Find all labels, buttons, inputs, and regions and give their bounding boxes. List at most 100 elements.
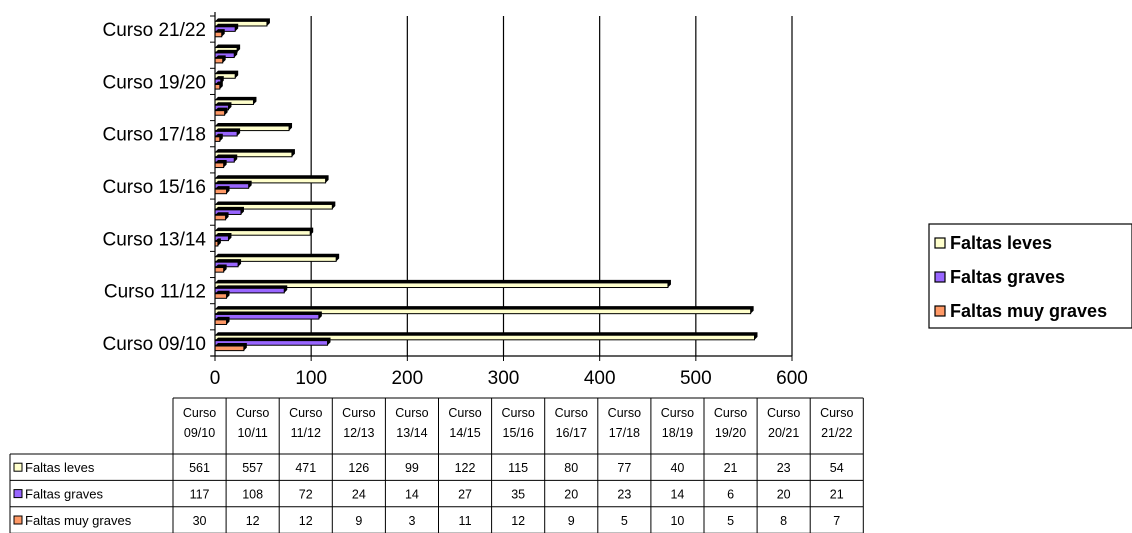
bar-depth bbox=[215, 311, 322, 320]
bar-depth bbox=[215, 316, 230, 325]
bar-face bbox=[214, 188, 228, 195]
table-header: 19/20 bbox=[715, 426, 746, 440]
bar-depth bbox=[215, 290, 230, 299]
table-header: Curso bbox=[501, 406, 534, 420]
legend-swatch bbox=[934, 237, 946, 249]
grid-lines bbox=[310, 16, 793, 356]
legend-swatch bbox=[934, 305, 946, 317]
table-cell: 10 bbox=[670, 514, 684, 528]
table-row: Faltas leves 561 557 471 126 99 122 115 80 77 40 21… bbox=[13, 460, 844, 475]
table-cell: 3 bbox=[408, 514, 415, 528]
table-cell: 7 bbox=[833, 514, 840, 528]
table-header: Curso bbox=[289, 406, 322, 420]
table-cell: 471 bbox=[295, 461, 316, 475]
bar-depth bbox=[215, 70, 239, 79]
table-cell: 122 bbox=[455, 461, 476, 475]
bar-depth bbox=[215, 133, 223, 142]
bar-depth bbox=[215, 227, 314, 236]
table-cell: 14 bbox=[405, 488, 419, 502]
bar-depth bbox=[215, 81, 223, 90]
table-series-label: Faltas leves bbox=[25, 460, 95, 475]
x-tick-label: 200 bbox=[391, 368, 423, 389]
bar-depth bbox=[215, 206, 244, 215]
table-cell: 115 bbox=[508, 461, 528, 475]
table-cell: 12 bbox=[246, 514, 260, 528]
table-cell: 40 bbox=[670, 461, 684, 475]
bar-depth bbox=[215, 102, 232, 110]
bar bbox=[214, 290, 230, 299]
bar-face bbox=[214, 293, 228, 299]
table-header: 18/19 bbox=[662, 426, 693, 440]
bar-depth bbox=[215, 29, 225, 37]
table-cell: 23 bbox=[617, 488, 631, 502]
table-cell: 9 bbox=[355, 514, 362, 528]
table-cell: 30 bbox=[193, 514, 207, 528]
y-tick-label: Curso 11/12 bbox=[104, 282, 206, 303]
table-cell: 21 bbox=[830, 488, 844, 502]
table-cell: 21 bbox=[724, 461, 738, 475]
table-legend-swatch bbox=[13, 515, 23, 525]
bar-face bbox=[214, 345, 245, 352]
bar bbox=[214, 186, 230, 195]
table-header: Curso bbox=[395, 406, 428, 420]
table-header: 20/21 bbox=[768, 426, 799, 440]
y-tick-label: Curso 19/20 bbox=[102, 72, 206, 93]
data-table: Curso 09/10 Curso 10/11 Curso 11/12 Curso 12/13… bbox=[9, 397, 864, 533]
bar-face bbox=[214, 57, 224, 64]
table-cell: 27 bbox=[458, 488, 472, 502]
table-header: 11/12 bbox=[291, 426, 321, 440]
table-header: 16/17 bbox=[556, 426, 587, 440]
x-tick-label: 300 bbox=[488, 368, 520, 389]
table-cell: 12 bbox=[511, 514, 525, 528]
bar-face bbox=[214, 162, 225, 169]
bar-depth bbox=[215, 23, 239, 32]
legend-item: Faltas graves bbox=[934, 267, 1065, 287]
bar-face bbox=[214, 214, 227, 221]
table-cell: 35 bbox=[511, 488, 525, 502]
table-header: Curso bbox=[767, 406, 800, 420]
table-header: 15/16 bbox=[503, 426, 534, 440]
table-cell: 11 bbox=[459, 514, 472, 528]
table-header: Curso bbox=[183, 406, 216, 420]
legend-swatch bbox=[934, 271, 946, 283]
bar-depth bbox=[215, 259, 242, 267]
bar-face bbox=[214, 110, 226, 116]
legend-box bbox=[928, 223, 1132, 329]
table-cell: 14 bbox=[670, 488, 684, 502]
table-series-label: Faltas graves bbox=[25, 487, 104, 502]
table-cell: 20 bbox=[564, 488, 578, 502]
bar-depth bbox=[215, 154, 238, 163]
x-tick-label: 500 bbox=[680, 368, 712, 389]
table-header: Curso bbox=[555, 406, 588, 420]
table-header: Curso bbox=[236, 406, 269, 420]
legend: Faltas leves Faltas graves Faltas muy grav… bbox=[928, 223, 1132, 329]
bar bbox=[214, 311, 322, 320]
bar-depth bbox=[215, 343, 247, 351]
bar-face bbox=[214, 313, 320, 320]
table-header: 10/11 bbox=[237, 426, 267, 440]
bar-depth bbox=[215, 337, 331, 346]
table-row: Faltas graves 117 108 72 24 14 27 35 20 23 14 6 20 21 bbox=[13, 487, 844, 502]
table-cell: 8 bbox=[780, 514, 787, 528]
bar-depth bbox=[215, 96, 257, 105]
table-cell: 72 bbox=[299, 488, 313, 502]
bar-depth bbox=[215, 186, 230, 194]
bar-depth bbox=[215, 332, 758, 340]
table-header: 14/15 bbox=[449, 426, 480, 440]
table-cell: 77 bbox=[617, 461, 631, 475]
table-cell: 5 bbox=[727, 514, 734, 528]
bar-depth bbox=[215, 49, 238, 58]
bar-depth bbox=[215, 253, 340, 262]
bar-depth bbox=[215, 175, 329, 183]
table-header: Curso bbox=[714, 406, 747, 420]
table-cell: 557 bbox=[242, 461, 263, 475]
bar bbox=[214, 316, 230, 325]
table-cell: 54 bbox=[830, 461, 844, 475]
table-cell: 6 bbox=[727, 488, 734, 502]
table-header: 21/22 bbox=[821, 426, 852, 440]
table-cell: 117 bbox=[190, 488, 210, 502]
legend-label: Faltas leves bbox=[950, 233, 1052, 253]
table-cell: 561 bbox=[189, 461, 210, 475]
table-cell: 108 bbox=[242, 488, 263, 502]
